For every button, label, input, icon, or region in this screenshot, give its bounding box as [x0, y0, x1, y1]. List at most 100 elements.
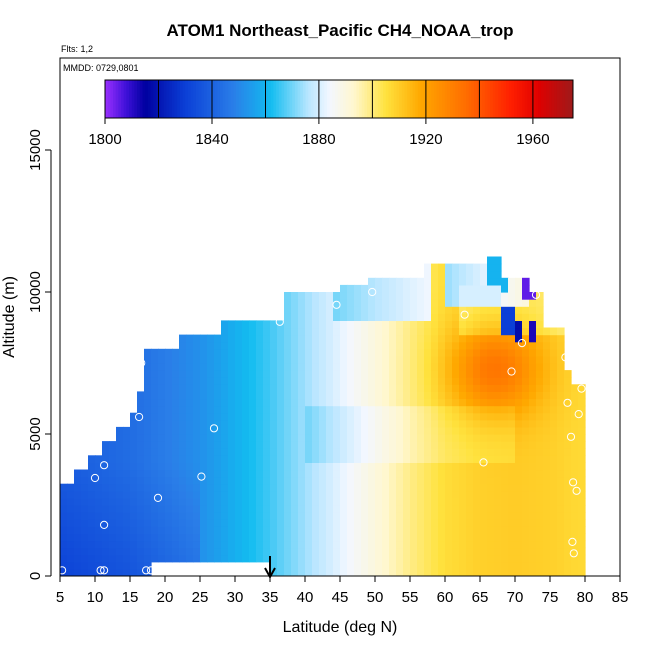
heatmap-cell	[193, 363, 201, 371]
heatmap-cell	[74, 519, 82, 527]
heatmap-cell	[137, 455, 145, 463]
heatmap-cell	[144, 519, 152, 527]
heatmap-cell	[501, 526, 509, 534]
heatmap-cell	[193, 370, 201, 378]
heatmap-cell	[172, 526, 180, 534]
heatmap-cell	[81, 568, 89, 576]
heatmap-cell	[340, 405, 348, 414]
heatmap-cell	[298, 299, 306, 307]
heatmap-cell	[536, 426, 544, 435]
heatmap-cell	[459, 284, 467, 293]
heatmap-cell	[480, 419, 488, 428]
heatmap-cell	[347, 490, 355, 499]
heatmap-cell	[417, 384, 425, 392]
heatmap-cell	[480, 284, 488, 293]
heatmap-cell	[550, 462, 558, 471]
heatmap-cell	[263, 540, 271, 549]
heatmap-cell	[487, 384, 495, 392]
heatmap-cell	[151, 426, 159, 435]
heatmap-cell	[368, 299, 376, 307]
heatmap-cell	[228, 419, 236, 428]
colorbar-segment	[562, 80, 566, 118]
heatmap-cell	[235, 441, 243, 449]
heatmap-cell	[263, 391, 271, 400]
heatmap-cell	[340, 540, 348, 549]
heatmap-cell	[228, 505, 236, 513]
heatmap-cell	[312, 327, 320, 336]
heatmap-cell	[480, 426, 488, 435]
heatmap-cell	[151, 370, 159, 378]
heatmap-cell	[263, 469, 271, 478]
heatmap-cell	[543, 554, 551, 563]
colorbar-segment	[297, 80, 301, 118]
heatmap-cell	[403, 348, 411, 357]
heatmap-cell	[193, 398, 201, 407]
heatmap-cell	[536, 419, 544, 428]
heatmap-cell	[102, 441, 110, 449]
heatmap-cell	[242, 398, 250, 407]
heatmap-cell	[298, 540, 306, 549]
heatmap-cell	[172, 405, 180, 414]
heatmap-cell	[291, 540, 299, 549]
heatmap-cell	[158, 476, 166, 485]
heatmap-cell	[389, 554, 397, 563]
heatmap-cell	[452, 512, 460, 520]
heatmap-cell	[382, 391, 390, 400]
heatmap-cell	[354, 519, 362, 527]
heatmap-cell	[501, 512, 509, 520]
heatmap-cell	[396, 469, 404, 478]
heatmap-cell	[522, 476, 530, 485]
heatmap-cell	[536, 469, 544, 478]
heatmap-cell	[312, 306, 320, 314]
heatmap-cell	[361, 490, 369, 499]
heatmap-cell	[578, 419, 586, 428]
heatmap-cell	[340, 483, 348, 492]
heatmap-cell	[158, 497, 166, 506]
colorbar-segment	[217, 80, 221, 118]
heatmap-cell	[382, 476, 390, 485]
heatmap-cell	[291, 497, 299, 506]
heatmap-cell	[284, 370, 292, 378]
heatmap-cell	[284, 334, 292, 343]
heatmap-cell	[95, 483, 103, 492]
heatmap-cell	[347, 313, 355, 321]
heatmap-cell	[305, 426, 313, 435]
heatmap-cell	[431, 561, 439, 570]
colorbar-tick-label: 1960	[516, 131, 549, 148]
heatmap-cell	[67, 519, 75, 527]
heatmap-cell	[305, 377, 313, 385]
heatmap-cell	[123, 533, 131, 542]
heatmap-cell	[487, 533, 495, 542]
heatmap-cell	[228, 377, 236, 385]
heatmap-cell	[452, 284, 460, 293]
heatmap-cell	[473, 405, 481, 414]
colorbar-segment	[142, 80, 146, 118]
heatmap-cell	[333, 547, 341, 556]
heatmap-cell	[312, 292, 320, 300]
heatmap-cell	[396, 561, 404, 570]
heatmap-cell	[452, 561, 460, 570]
heatmap-cell	[403, 490, 411, 499]
heatmap-cell	[564, 512, 572, 520]
heatmap-cell	[235, 490, 243, 499]
heatmap-cell	[256, 547, 264, 556]
heatmap-cell	[256, 412, 264, 421]
heatmap-cell	[298, 363, 306, 371]
heatmap-cell	[571, 519, 579, 527]
heatmap-cell	[368, 341, 376, 350]
heatmap-cell	[487, 448, 495, 456]
heatmap-cell	[424, 554, 432, 563]
heatmap-cell	[340, 284, 348, 293]
heatmap-cell	[144, 505, 152, 513]
heatmap-cell	[445, 277, 453, 286]
heatmap-cell	[193, 441, 201, 449]
heatmap-cell	[326, 306, 334, 314]
colorbar-segment	[511, 80, 515, 118]
heatmap-cell	[424, 540, 432, 549]
heatmap-cell	[305, 469, 313, 478]
heatmap-cell	[382, 455, 390, 463]
heatmap-cell	[410, 348, 418, 357]
heatmap-cell	[354, 341, 362, 350]
heatmap-cell	[522, 412, 530, 421]
heatmap-cell	[74, 554, 82, 563]
